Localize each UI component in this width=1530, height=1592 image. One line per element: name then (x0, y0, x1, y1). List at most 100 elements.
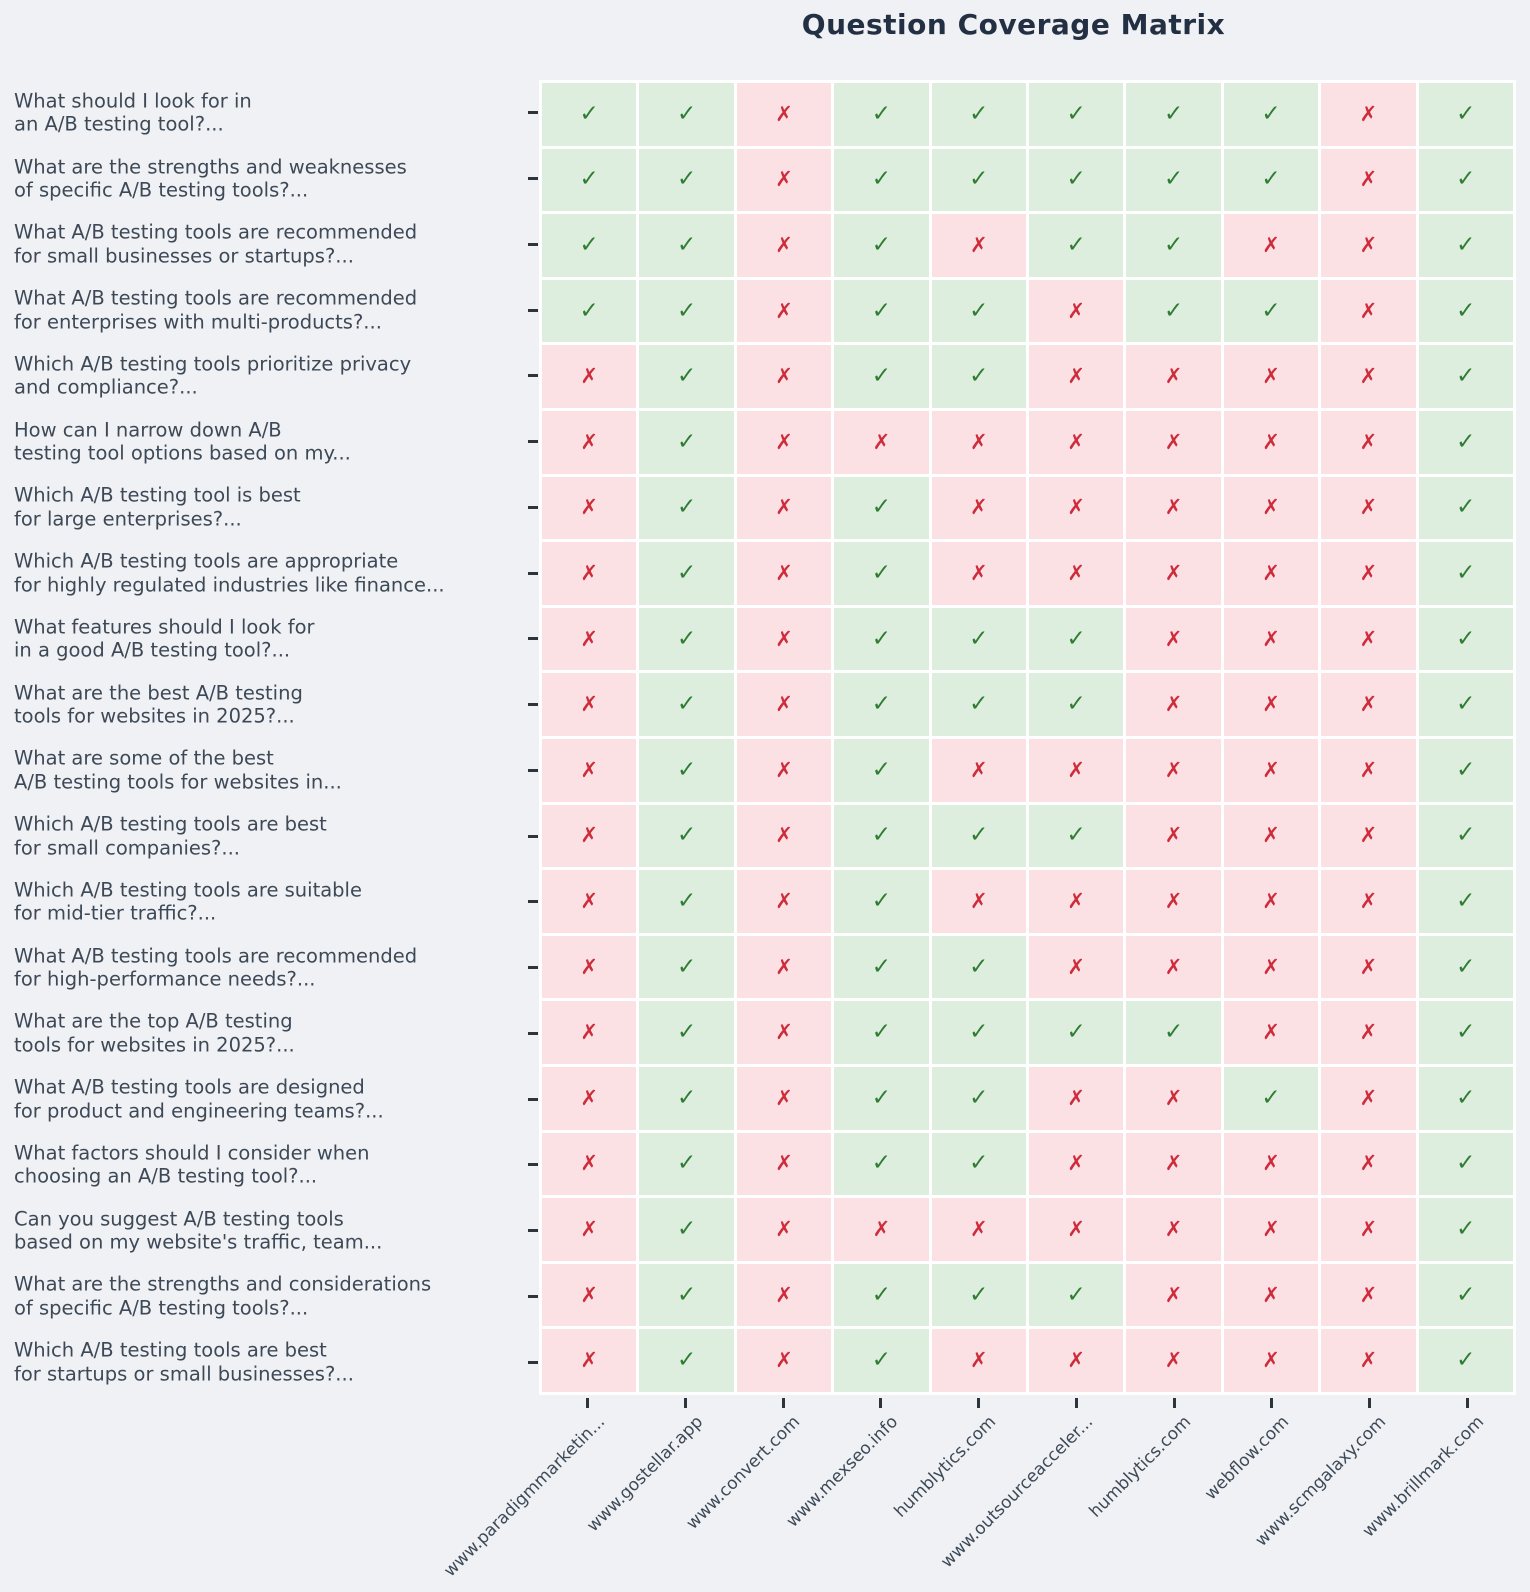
cross-icon: ✗ (1262, 757, 1280, 782)
matrix-cell: ✗ (542, 476, 637, 540)
matrix-cell: ✓ (931, 804, 1026, 868)
matrix-cell: ✓ (639, 542, 734, 605)
matrix-cell: ✓ (1418, 148, 1513, 212)
matrix-cell: ✗ (1321, 279, 1416, 343)
check-icon: ✓ (676, 1215, 697, 1242)
check-icon: ✓ (969, 297, 989, 324)
matrix-cell: ✗ (1126, 673, 1221, 736)
check-icon: ✓ (676, 363, 697, 390)
x-tick (1367, 1398, 1371, 1408)
matrix-cell: ✓ (1029, 1001, 1124, 1064)
matrix-cell: ✓ (1126, 148, 1221, 212)
matrix-cell: ✗ (542, 410, 637, 474)
matrix-cell: ✗ (1321, 607, 1416, 671)
matrix-cell: ✗ (736, 1066, 832, 1130)
row-label: What are the top A/B testing tools for w… (14, 1009, 295, 1057)
cross-icon: ✗ (775, 888, 793, 913)
matrix-cell: ✗ (1223, 1263, 1319, 1327)
matrix-cell: ✗ (1029, 1066, 1124, 1130)
matrix-cell: ✓ (834, 607, 929, 671)
check-icon: ✓ (969, 691, 989, 718)
row-label: How can I narrow down A/B testing tool o… (14, 418, 351, 465)
x-tick (879, 1398, 883, 1408)
matrix-cell: ✗ (1126, 738, 1221, 802)
matrix-cell: ✗ (1126, 542, 1221, 605)
cross-icon: ✗ (1164, 429, 1183, 454)
x-tick (1074, 1398, 1078, 1408)
cross-icon: ✗ (1359, 298, 1378, 323)
cross-icon: ✗ (969, 888, 988, 913)
matrix-cell: ✓ (1418, 345, 1513, 408)
matrix-cell: ✓ (834, 1001, 929, 1064)
matrix-cell: ✓ (1418, 1329, 1513, 1392)
matrix-cell: ✗ (542, 1066, 637, 1130)
row-label: Which A/B testing tools are best for sta… (14, 1338, 354, 1386)
row-label: What should I look for in an A/B testing… (14, 89, 252, 136)
matrix-cell: ✗ (542, 738, 637, 802)
cross-icon: ✗ (580, 1151, 598, 1176)
row-label: What are some of the best A/B testing to… (14, 746, 342, 794)
cross-icon: ✗ (1164, 823, 1183, 848)
matrix-cell: ✓ (1029, 607, 1124, 671)
matrix-cell: ✗ (1321, 345, 1416, 408)
matrix-cell: ✗ (1029, 476, 1124, 540)
matrix-cell: ✓ (1418, 1198, 1513, 1261)
check-icon: ✓ (969, 166, 989, 193)
cross-icon: ✗ (1262, 626, 1280, 651)
check-icon: ✓ (871, 100, 892, 127)
check-icon: ✓ (1066, 691, 1086, 718)
matrix-cell: ✗ (1029, 410, 1124, 474)
matrix-cell: ✓ (1029, 148, 1124, 212)
check-icon: ✓ (871, 166, 892, 193)
matrix-cell: ✗ (1223, 1329, 1319, 1392)
cross-icon: ✗ (580, 757, 598, 782)
matrix-cell: ✓ (639, 804, 734, 868)
cross-icon: ✗ (580, 364, 598, 389)
cross-icon: ✗ (1262, 560, 1280, 585)
matrix-cell: ✓ (834, 1329, 929, 1392)
matrix-cell: ✗ (1223, 410, 1319, 474)
row-label: What features should I look for in a goo… (14, 615, 315, 662)
matrix-cell: ✓ (834, 870, 929, 933)
matrix-cell: ✗ (1321, 1001, 1416, 1064)
cross-icon: ✗ (1164, 1151, 1183, 1176)
matrix-cell: ✓ (1418, 607, 1513, 671)
matrix-cell: ✓ (931, 83, 1026, 146)
check-icon: ✓ (871, 822, 892, 849)
check-icon: ✓ (579, 166, 599, 193)
matrix-cell: ✗ (1223, 1001, 1319, 1064)
check-icon: ✓ (1066, 1019, 1086, 1046)
y-tick (528, 637, 538, 641)
cross-icon: ✗ (580, 626, 598, 651)
cross-icon: ✗ (1359, 1085, 1378, 1110)
cross-icon: ✗ (1359, 429, 1378, 454)
matrix-cell: ✓ (1418, 804, 1513, 868)
matrix-cell: ✓ (639, 345, 734, 408)
row-label: What are the best A/B testing tools for … (14, 681, 303, 728)
check-icon: ✓ (676, 559, 697, 586)
cross-icon: ✗ (1262, 823, 1280, 848)
check-icon: ✓ (871, 494, 892, 521)
check-icon: ✓ (1456, 428, 1476, 455)
matrix-cell: ✗ (1223, 870, 1319, 933)
matrix-cell: ✗ (542, 870, 637, 933)
matrix-cell: ✗ (931, 410, 1026, 474)
row-label: What A/B testing tools are recommended f… (14, 286, 418, 334)
matrix-cell: ✗ (1126, 345, 1221, 408)
matrix-cell: ✓ (931, 607, 1026, 671)
x-tick (1172, 1398, 1176, 1408)
check-icon: ✓ (1066, 100, 1086, 127)
cross-icon: ✗ (1067, 757, 1085, 782)
matrix-cell: ✓ (1223, 1066, 1319, 1130)
cross-icon: ✗ (1164, 495, 1183, 520)
cross-icon: ✗ (775, 1151, 793, 1176)
matrix-cell: ✗ (1321, 410, 1416, 474)
matrix-cell: ✗ (1029, 738, 1124, 802)
matrix-cell: ✓ (931, 279, 1026, 343)
check-icon: ✓ (676, 100, 697, 127)
matrix-cell: ✗ (1126, 804, 1221, 868)
check-icon: ✓ (1456, 559, 1476, 586)
matrix-cell: ✓ (1029, 673, 1124, 736)
cross-icon: ✗ (580, 429, 598, 454)
x-tick (1270, 1398, 1274, 1408)
